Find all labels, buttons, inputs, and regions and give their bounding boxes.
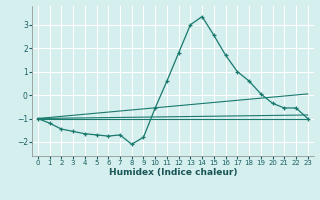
X-axis label: Humidex (Indice chaleur): Humidex (Indice chaleur) — [108, 168, 237, 177]
